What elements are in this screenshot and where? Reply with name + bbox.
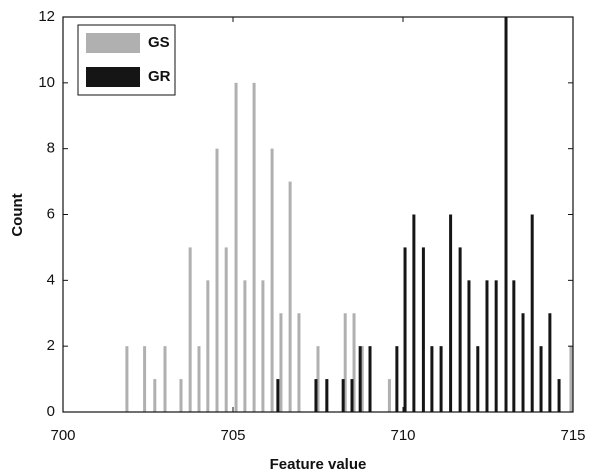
bar [512, 280, 516, 412]
bar [395, 346, 399, 412]
y-tick-label: 4 [47, 271, 55, 288]
bar [279, 313, 283, 412]
y-tick-label: 6 [47, 205, 55, 222]
bar [143, 346, 147, 412]
bar [206, 280, 210, 412]
legend-label: GR [148, 68, 171, 85]
bar [261, 280, 265, 412]
bar [270, 148, 274, 412]
bar [343, 313, 347, 412]
bar [569, 346, 573, 412]
x-tick-label: 715 [560, 427, 585, 444]
bar [297, 313, 301, 412]
bar [215, 148, 219, 412]
bar [360, 346, 364, 412]
y-tick-label: 8 [47, 140, 55, 157]
legend-label: GS [148, 34, 170, 51]
x-tick-label: 700 [50, 427, 75, 444]
bar [421, 247, 425, 412]
legend-swatch [86, 67, 140, 87]
bar [430, 346, 434, 412]
bar [276, 379, 280, 412]
bar [403, 247, 407, 412]
bar [539, 346, 543, 412]
bar [439, 346, 443, 412]
bar [316, 346, 320, 412]
y-tick-label: 0 [47, 403, 55, 420]
bar [449, 214, 453, 412]
bar [350, 379, 354, 412]
x-tick-label: 705 [220, 427, 245, 444]
bar [504, 17, 508, 412]
bar [197, 346, 201, 412]
bar [325, 379, 329, 412]
bar [352, 313, 356, 412]
y-tick-label: 2 [47, 337, 55, 354]
x-tick-label: 710 [390, 427, 415, 444]
bar [476, 346, 480, 412]
bar [288, 181, 292, 412]
y-axis-label: Count [9, 193, 26, 236]
bar [224, 247, 228, 412]
bar [341, 379, 345, 412]
bar [358, 346, 362, 412]
bar [485, 280, 489, 412]
bar [387, 379, 391, 412]
legend: GS GR [77, 24, 176, 96]
bar [467, 280, 471, 412]
bar [494, 280, 498, 412]
bar [548, 313, 552, 412]
y-tick-label: 12 [38, 8, 55, 25]
legend-swatch [86, 33, 140, 53]
bar [234, 82, 238, 412]
y-tick-label: 10 [38, 74, 55, 91]
bar [179, 379, 183, 412]
bar [557, 379, 561, 412]
bar [188, 247, 192, 412]
bar [153, 379, 157, 412]
bar [412, 214, 416, 412]
bar [368, 346, 372, 412]
bar [521, 313, 525, 412]
bar [314, 379, 318, 412]
bar [252, 82, 256, 412]
x-axis-label: Feature value [270, 456, 367, 473]
bar [458, 247, 462, 412]
bar [530, 214, 534, 412]
bar [125, 346, 129, 412]
bar [243, 280, 247, 412]
marks [125, 17, 573, 412]
bar [163, 346, 167, 412]
